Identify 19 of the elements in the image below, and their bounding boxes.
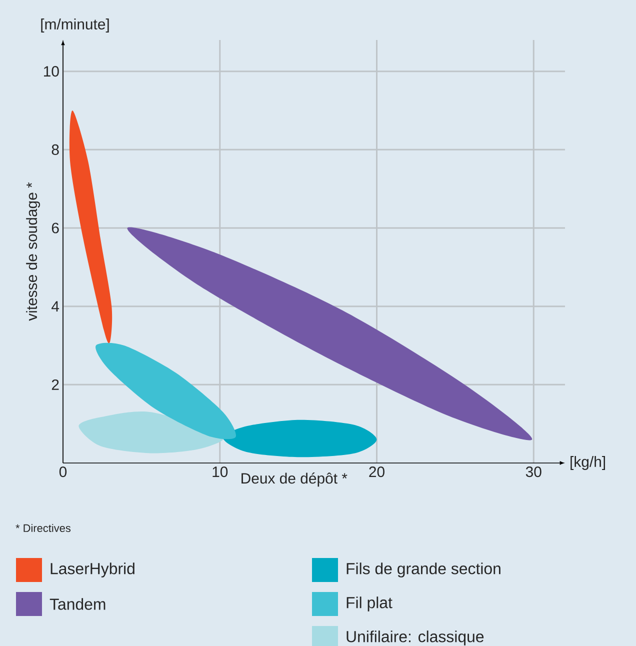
y-tick-label: 8	[52, 144, 59, 155]
x-tick-label: 10	[212, 466, 228, 478]
legend-label: Fil plat	[346, 596, 392, 612]
legend-label: Fils de grande section	[346, 562, 500, 578]
x-tick-label: 30	[526, 466, 542, 478]
text: * Directives	[16, 524, 71, 532]
legend-label: Unifilaire: classique	[346, 630, 484, 646]
x-tick-label: 0	[59, 466, 67, 478]
y-tick-label: 2	[52, 379, 59, 390]
legend-label: LaserHybrid	[50, 562, 134, 578]
y-tick-label: 4	[52, 301, 60, 312]
x-axis-title: Deux de dépôt *	[242, 472, 348, 487]
text: [kg/h]	[570, 456, 606, 470]
y-tick-label: 6	[52, 222, 59, 234]
x-tick-label: 20	[369, 466, 384, 478]
legend-label: Tandem	[50, 598, 106, 610]
text: [m/minute]	[41, 18, 109, 32]
y-tick-label: 10	[44, 66, 59, 77]
y-axis-title: vitesse de soudage *	[26, 182, 40, 321]
